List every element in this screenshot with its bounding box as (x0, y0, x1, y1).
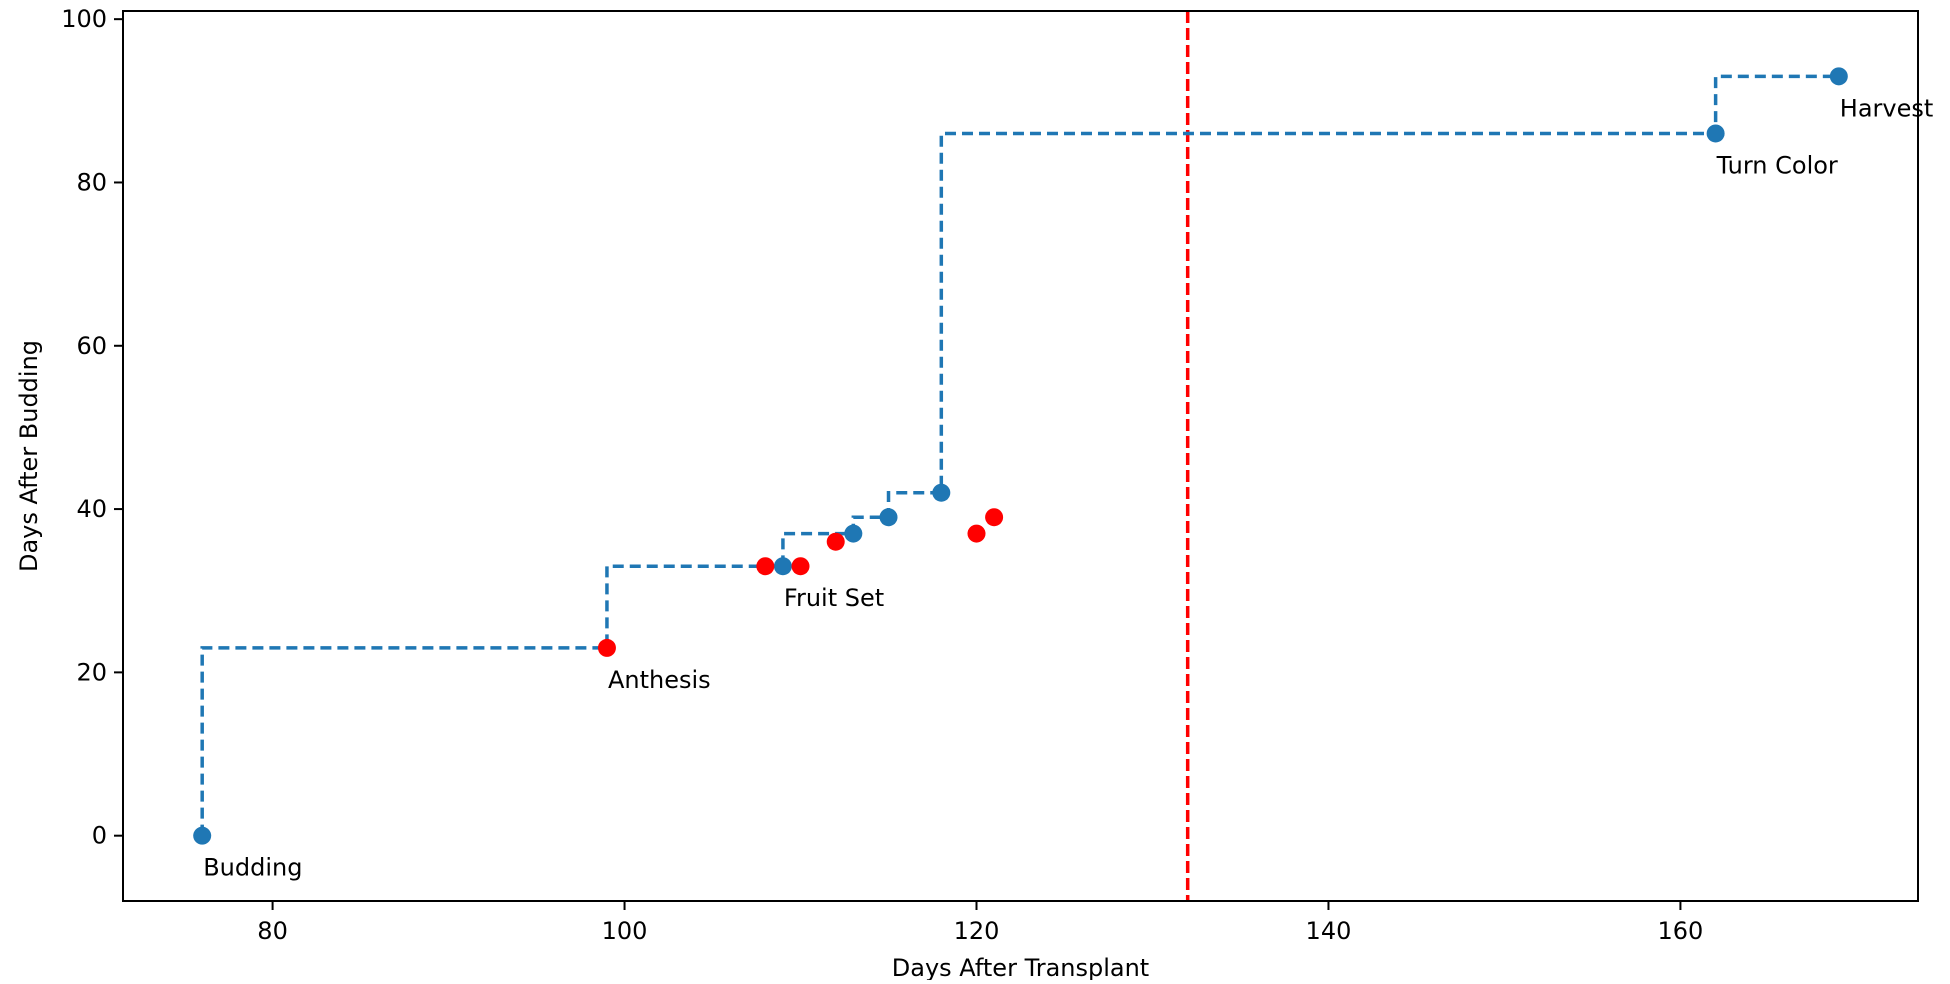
y-tick-label: 0 (92, 822, 107, 850)
data-point (773, 557, 792, 576)
x-tick-label: 120 (954, 917, 1000, 945)
data-point (791, 557, 810, 576)
data-point (1829, 67, 1848, 86)
annotation-label: Harvest (1840, 94, 1934, 122)
x-tick-label: 80 (257, 917, 288, 945)
annotations-layer: Budding Anthesis Fruit Set Turn Color Harves… (203, 94, 1933, 881)
data-point (1706, 124, 1725, 143)
y-tick-label: 40 (76, 495, 107, 523)
y-tick-label: 60 (76, 332, 107, 360)
data-point (756, 557, 775, 576)
y-tick-label: 20 (76, 658, 107, 686)
y-tick-label: 80 (76, 168, 107, 196)
annotation-label: Anthesis (608, 666, 711, 694)
x-tick-label: 100 (602, 917, 648, 945)
y-tick-label: 100 (61, 5, 107, 33)
series-lines-layer (200, 74, 1839, 836)
data-point (826, 532, 845, 551)
annotation-label: Turn Color (1716, 151, 1838, 179)
x-axis-title: Days After Transplant (892, 954, 1149, 980)
x-tick-label: 140 (1306, 917, 1352, 945)
x-tick-label: 160 (1658, 917, 1704, 945)
data-point (932, 483, 951, 502)
data-point (844, 524, 863, 543)
plot-frame (122, 10, 1919, 902)
data-point (597, 638, 616, 657)
annotation-label: Fruit Set (784, 584, 884, 612)
data-point (985, 508, 1004, 527)
data-points-layer (193, 67, 1848, 845)
step-line-series-0 (200, 74, 1839, 836)
data-point (193, 826, 212, 845)
data-point (967, 524, 986, 543)
data-point (879, 508, 898, 527)
annotation-label: Budding (203, 854, 302, 882)
y-axis-title: Days After Budding (15, 340, 43, 572)
axes-layer: 80 100 120 140 160 0 20 40 60 80 100 Days After Tra… (15, 5, 1919, 982)
